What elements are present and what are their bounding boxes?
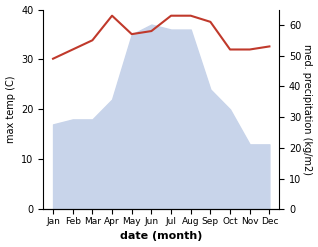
- Y-axis label: med. precipitation (kg/m2): med. precipitation (kg/m2): [302, 44, 313, 175]
- Y-axis label: max temp (C): max temp (C): [5, 76, 16, 143]
- X-axis label: date (month): date (month): [120, 231, 203, 242]
